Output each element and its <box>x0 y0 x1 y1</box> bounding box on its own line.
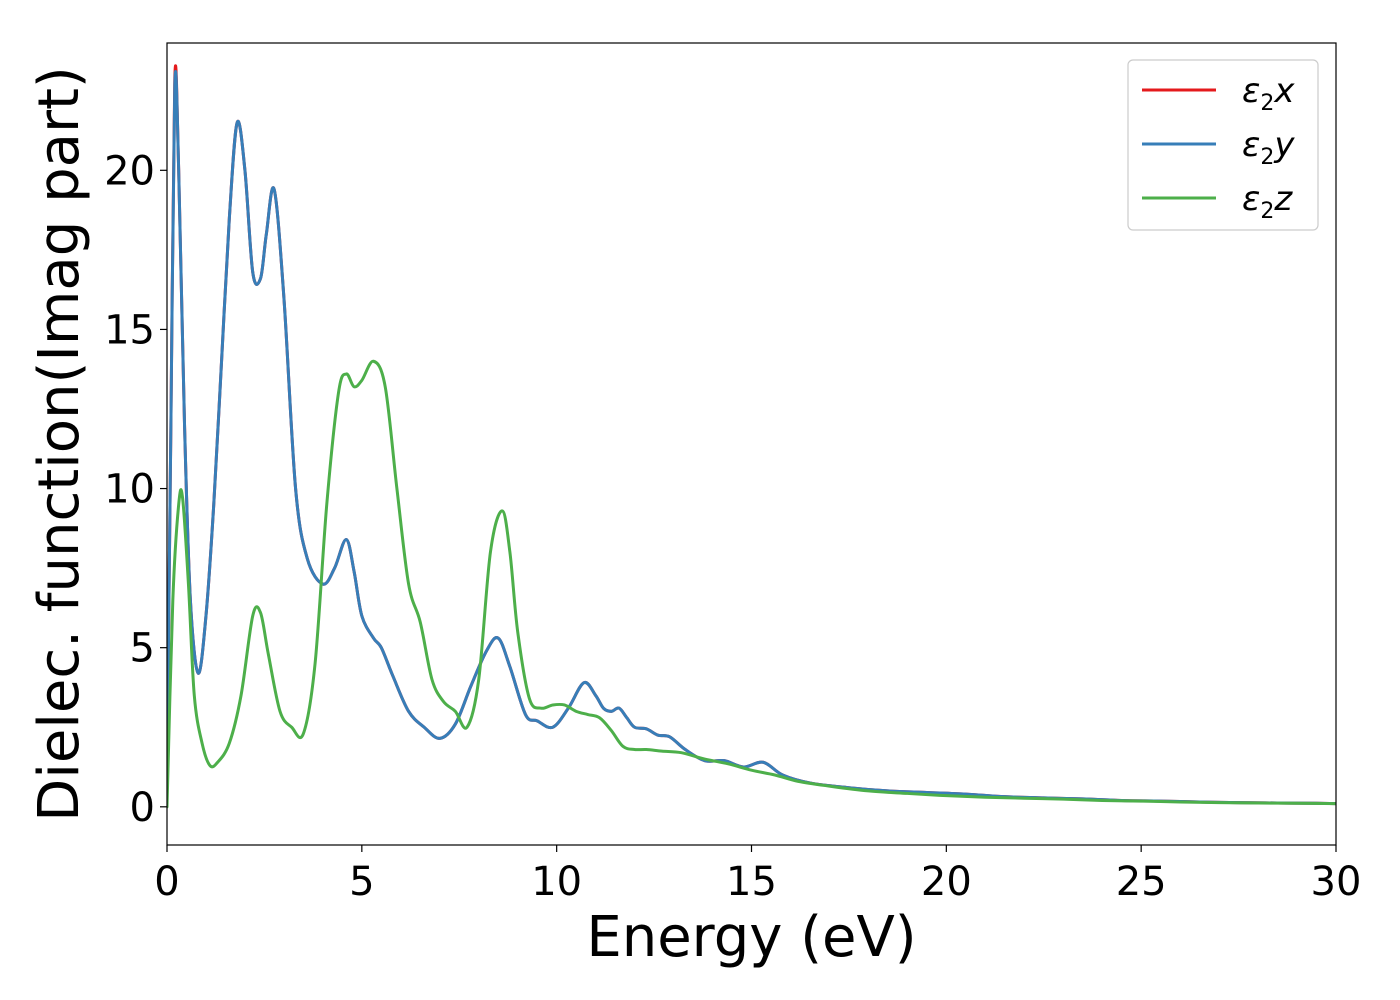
y-tick-label: 20 <box>104 148 155 194</box>
legend-label-x: ε2x <box>1242 71 1295 116</box>
legend-label-z: ε2z <box>1242 179 1293 224</box>
legend-label-y: ε2y <box>1242 125 1295 170</box>
x-tick-label: 20 <box>921 859 972 905</box>
x-tick-label: 25 <box>1116 859 1167 905</box>
series-lines <box>167 64 1336 809</box>
x-tick-label: 0 <box>154 859 179 905</box>
legend: ε2x ε2y ε2z <box>1127 59 1319 231</box>
y-tick-label: 0 <box>130 785 155 831</box>
legend-box <box>1127 59 1319 231</box>
y-tick-label: 10 <box>104 467 155 513</box>
y-axis-label: Dielec. function(Imag part) <box>27 66 92 822</box>
y-tick-label: 15 <box>104 307 155 353</box>
x-axis-label: Energy (eV) <box>586 905 916 970</box>
x-tick-label: 15 <box>726 859 777 905</box>
x-tick-label: 30 <box>1311 859 1362 905</box>
x-axis-ticks: 0 5 10 15 20 25 30 <box>154 845 1361 905</box>
x-tick-label: 10 <box>531 859 582 905</box>
y-tick-label: 5 <box>130 626 155 672</box>
series-line-z <box>167 359 1336 809</box>
x-tick-label: 5 <box>349 859 374 905</box>
y-axis-ticks: 0 5 10 15 20 <box>104 148 167 831</box>
